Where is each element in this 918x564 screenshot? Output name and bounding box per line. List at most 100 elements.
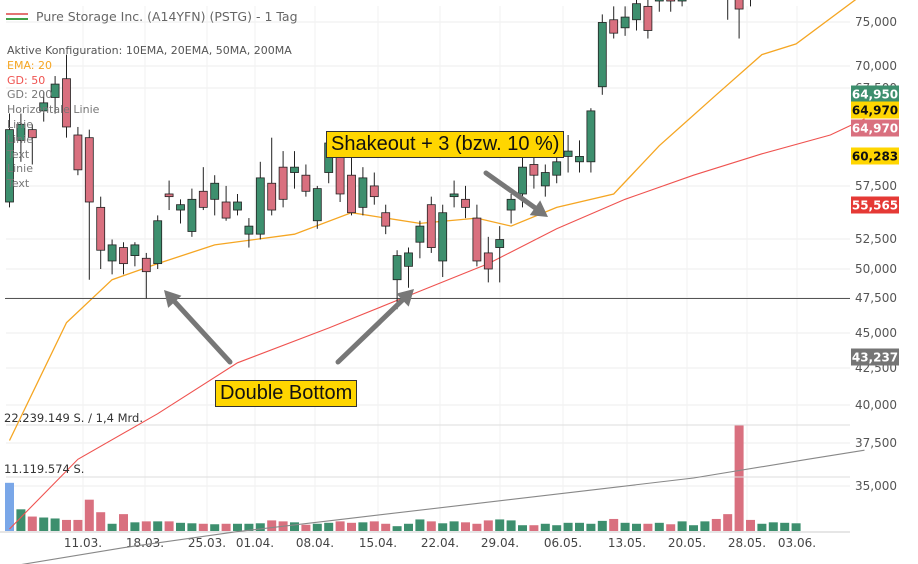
candle — [119, 242, 128, 275]
volume-bar — [449, 521, 459, 531]
volume-bar — [746, 519, 755, 531]
volume-bar — [119, 514, 128, 531]
candle-body — [290, 166, 299, 173]
candle — [164, 180, 174, 211]
legend-item: Linie — [7, 117, 33, 131]
volume-bar — [392, 526, 402, 531]
candle — [290, 151, 299, 189]
candle-body — [233, 201, 242, 211]
x-tick-label: 29.04. — [481, 536, 519, 550]
candle — [187, 188, 197, 237]
candle-body — [107, 244, 117, 262]
candle — [426, 196, 436, 253]
candle — [27, 124, 37, 165]
candle-body — [461, 198, 470, 208]
y-tick-label: 70,000 — [855, 59, 897, 73]
volume-bar — [347, 522, 356, 531]
volume-bar — [597, 520, 607, 531]
candle — [50, 76, 60, 114]
candle — [597, 14, 607, 95]
volume-bar — [404, 523, 413, 531]
x-tick-label: 06.05. — [544, 536, 582, 550]
volume-bar — [176, 522, 185, 531]
candle — [96, 196, 106, 269]
candle-body — [221, 201, 231, 219]
volume-bar — [700, 521, 710, 531]
candle — [438, 204, 448, 278]
candle-body — [27, 129, 37, 139]
volume-bar — [381, 523, 391, 531]
candle — [84, 129, 94, 280]
candle-body — [449, 193, 459, 198]
legend-item: GD: 200 — [7, 88, 53, 102]
legend-item: Text — [7, 147, 30, 161]
candle — [750, 0, 751, 7]
candle — [643, 0, 653, 39]
price-badge-label: 64,970 — [852, 104, 898, 118]
y-tick-label: 35,000 — [855, 479, 897, 493]
annotation-arrow — [483, 170, 548, 217]
price-badge: 55,565 — [851, 196, 899, 214]
legend-item: Text — [7, 177, 30, 191]
volume-bar — [73, 519, 83, 531]
y-tick-label: 52,500 — [855, 232, 897, 246]
volume-bar — [495, 519, 505, 531]
price-badge: 43,237 — [851, 348, 899, 366]
annotation-shakeout: Shakeout + 3 (bzw. 10 %) — [326, 131, 565, 158]
candle — [483, 236, 493, 283]
volume-bar — [369, 521, 379, 531]
candle — [358, 167, 368, 216]
candle-body — [198, 190, 208, 208]
candle-body — [734, 0, 744, 10]
candle-body — [119, 247, 128, 265]
price-badge-label: 64,970 — [852, 122, 898, 136]
x-tick-label: 13.05. — [608, 536, 646, 550]
candle — [529, 153, 539, 189]
price-badge: 64,970 — [851, 119, 899, 137]
chart-type-icon — [6, 12, 28, 21]
x-tick-label: 03.06. — [778, 536, 816, 550]
volume-total-label: 22.239.149 S. / 1,4 Mrd. — [4, 411, 143, 425]
candle-body — [153, 220, 163, 265]
y-tick-label: 45,000 — [855, 326, 897, 340]
candle-body — [5, 129, 14, 203]
candle — [506, 193, 516, 224]
candle — [461, 185, 470, 219]
candle — [176, 199, 185, 224]
candle-body — [415, 225, 425, 243]
volume-bar — [39, 517, 49, 531]
volume-bar — [438, 523, 448, 531]
candle — [392, 250, 402, 310]
volume-bar — [27, 516, 37, 531]
candle — [267, 137, 277, 216]
candle — [255, 161, 265, 240]
candle — [210, 175, 220, 216]
volume-bar — [312, 523, 322, 531]
candle — [727, 0, 729, 20]
candle-body — [16, 123, 26, 141]
candle — [369, 172, 379, 205]
candle-body — [483, 252, 493, 270]
x-tick-label: 28.05. — [728, 536, 766, 550]
candle-body — [426, 204, 436, 248]
candle-body — [586, 110, 596, 163]
volume-bar — [153, 521, 163, 531]
volume-bar — [506, 520, 516, 531]
candle — [5, 113, 14, 208]
volume-bar — [483, 520, 493, 531]
y-tick-label: 47,500 — [855, 291, 897, 305]
volume-bar — [540, 523, 550, 531]
candle-body — [392, 255, 402, 281]
candle-body — [255, 177, 265, 235]
volume-bar — [791, 523, 801, 531]
candle — [62, 54, 71, 138]
candle-body — [210, 182, 220, 200]
candle-body — [529, 164, 539, 176]
x-tick-label: 11.03. — [64, 536, 102, 550]
candle — [381, 204, 391, 235]
candle — [347, 156, 356, 216]
candle — [495, 226, 505, 283]
annotation-arrow — [164, 290, 233, 365]
volume-bar — [415, 519, 425, 531]
candle-body — [518, 166, 527, 195]
